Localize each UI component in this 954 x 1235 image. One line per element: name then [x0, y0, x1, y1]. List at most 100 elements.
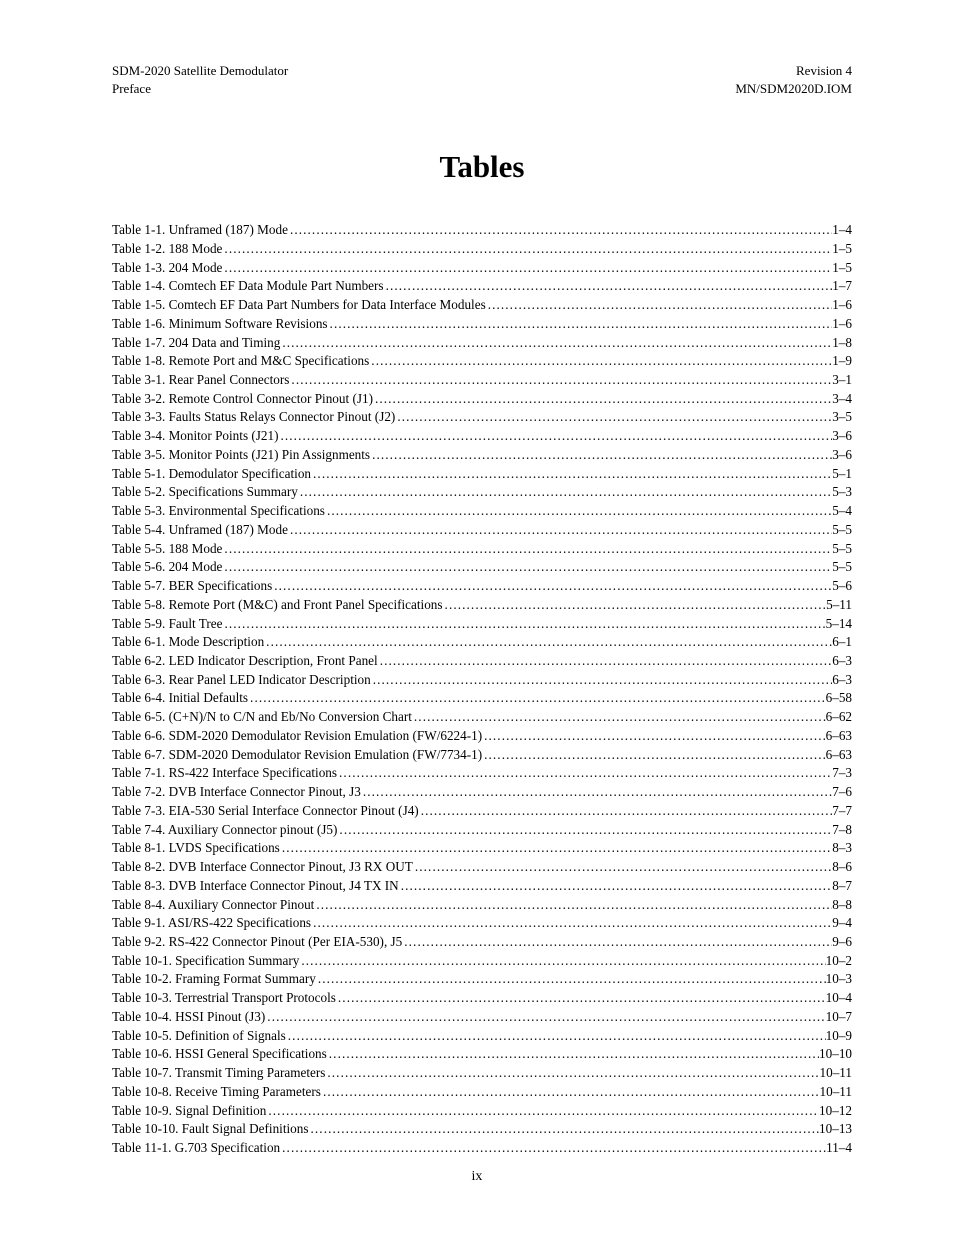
- toc-entry-page: 10–7: [826, 1008, 852, 1027]
- toc-entry-label: Table 1-6. Minimum Software Revisions: [112, 315, 328, 334]
- toc-leader-dots: [384, 277, 833, 296]
- toc-entry: Table 3-2. Remote Control Connector Pino…: [112, 390, 852, 409]
- toc-entry: Table 3-4. Monitor Points (J21)3–6: [112, 427, 852, 446]
- toc-entry-page: 1–9: [832, 352, 852, 371]
- page-number-footer: ix: [0, 1169, 954, 1185]
- toc-leader-dots: [370, 446, 832, 465]
- toc-leader-dots: [222, 259, 832, 278]
- toc-entry-page: 7–6: [832, 783, 852, 802]
- toc-leader-dots: [419, 802, 833, 821]
- toc-leader-dots: [378, 652, 833, 671]
- toc-entry-label: Table 8-3. DVB Interface Connector Pinou…: [112, 877, 399, 896]
- toc-entry: Table 1-5. Comtech EF Data Part Numbers …: [112, 296, 852, 315]
- toc-entry: Table 8-1. LVDS Specifications 8–3: [112, 839, 852, 858]
- toc-entry-page: 5–4: [832, 502, 852, 521]
- toc-entry-page: 10–12: [819, 1102, 852, 1121]
- toc-leader-dots: [311, 465, 832, 484]
- toc-entry: Table 5-4. Unframed (187) Mode5–5: [112, 521, 852, 540]
- toc-leader-dots: [280, 839, 832, 858]
- toc-entry: Table 9-2. RS-422 Connector Pinout (Per …: [112, 933, 852, 952]
- toc-entry-label: Table 6-7. SDM-2020 Demodulator Revision…: [112, 746, 482, 765]
- toc-entry: Table 5-5. 188 Mode5–5: [112, 540, 852, 559]
- toc-entry: Table 6-7. SDM-2020 Demodulator Revision…: [112, 746, 852, 765]
- toc-entry-page: 10–2: [826, 952, 852, 971]
- toc-leader-dots: [395, 408, 832, 427]
- toc-leader-dots: [265, 1008, 825, 1027]
- toc-entry-page: 1–5: [832, 259, 852, 278]
- toc-entry-label: Table 7-1. RS-422 Interface Specificatio…: [112, 764, 337, 783]
- toc-entry-page: 8–3: [832, 839, 852, 858]
- toc-leader-dots: [373, 390, 832, 409]
- toc-leader-dots: [222, 540, 832, 559]
- toc-entry-label: Table 1-1. Unframed (187) Mode: [112, 221, 288, 240]
- toc-entry-label: Table 1-3. 204 Mode: [112, 259, 222, 278]
- toc-leader-dots: [289, 371, 832, 390]
- toc-entry-page: 5–11: [826, 596, 852, 615]
- toc-entry-page: 10–10: [819, 1045, 852, 1064]
- toc-entry-page: 6–62: [826, 708, 852, 727]
- toc-entry-label: Table 10-5. Definition of Signals: [112, 1027, 286, 1046]
- toc-entry: Table 1-3. 204 Mode 1–5: [112, 259, 852, 278]
- toc-entry-label: Table 5-1. Demodulator Specification: [112, 465, 311, 484]
- toc-leader-dots: [399, 877, 833, 896]
- toc-entry-label: Table 5-7. BER Specifications: [112, 577, 272, 596]
- toc-entry: Table 5-7. BER Specifications5–6: [112, 577, 852, 596]
- toc-entry-page: 3–4: [832, 390, 852, 409]
- toc-leader-dots: [328, 315, 833, 334]
- toc-entry-page: 5–1: [832, 465, 852, 484]
- toc-entry-label: Table 6-1. Mode Description: [112, 633, 264, 652]
- toc-entry-label: Table 3-3. Faults Status Relays Connecto…: [112, 408, 395, 427]
- toc-entry-label: Table 1-5. Comtech EF Data Part Numbers …: [112, 296, 486, 315]
- toc-entry-label: Table 3-4. Monitor Points (J21): [112, 427, 278, 446]
- toc-entry: Table 5-8. Remote Port (M&C) and Front P…: [112, 596, 852, 615]
- toc-entry-label: Table 10-4. HSSI Pinout (J3): [112, 1008, 265, 1027]
- toc-entry-label: Table 8-1. LVDS Specifications: [112, 839, 280, 858]
- toc-entry: Table 5-6. 204 Mode5–5: [112, 558, 852, 577]
- toc-entry-label: Table 5-3. Environmental Specifications: [112, 502, 325, 521]
- toc-entry: Table 10-6. HSSI General Specifications 1…: [112, 1045, 852, 1064]
- toc-entry: Table 1-4. Comtech EF Data Module Part N…: [112, 277, 852, 296]
- toc-entry-page: 3–5: [832, 408, 852, 427]
- toc-entry-page: 11–4: [826, 1139, 852, 1158]
- toc-entry-label: Table 9-2. RS-422 Connector Pinout (Per …: [112, 933, 402, 952]
- toc-entry-label: Table 7-2. DVB Interface Connector Pinou…: [112, 783, 361, 802]
- toc-entry: Table 6-2. LED Indicator Description, Fr…: [112, 652, 852, 671]
- toc-entry: Table 3-1. Rear Panel Connectors3–1: [112, 371, 852, 390]
- toc-entry-page: 6–3: [832, 652, 852, 671]
- toc-entry-page: 8–6: [832, 858, 852, 877]
- toc-entry-page: 5–3: [832, 483, 852, 502]
- toc-entry-page: 10–11: [820, 1064, 852, 1083]
- toc-entry-label: Table 10-8. Receive Timing Parameters: [112, 1083, 321, 1102]
- toc-entry-page: 5–14: [826, 615, 852, 634]
- toc-entry-label: Table 5-9. Fault Tree: [112, 615, 222, 634]
- toc-entry-page: 6–63: [826, 727, 852, 746]
- toc-leader-dots: [361, 783, 832, 802]
- toc-entry: Table 5-9. Fault Tree 5–14: [112, 615, 852, 634]
- toc-entry: Table 10-2. Framing Format Summary10–3: [112, 970, 852, 989]
- toc-entry-page: 6–63: [826, 746, 852, 765]
- toc-entry-page: 7–3: [832, 764, 852, 783]
- toc-entry: Table 1-2. 188 Mode1–5: [112, 240, 852, 259]
- toc-leader-dots: [280, 334, 832, 353]
- toc-entry-page: 7–8: [832, 821, 852, 840]
- toc-leader-dots: [412, 708, 826, 727]
- toc-entry-label: Table 10-6. HSSI General Specifications: [112, 1045, 327, 1064]
- header-left: SDM-2020 Satellite Demodulator Preface: [112, 62, 288, 97]
- toc-entry-page: 3–6: [832, 446, 852, 465]
- toc-leader-dots: [298, 483, 832, 502]
- toc-entry: Table 8-2. DVB Interface Connector Pinou…: [112, 858, 852, 877]
- toc-entry: Table 1-1. Unframed (187) Mode1–4: [112, 221, 852, 240]
- toc-leader-dots: [222, 558, 832, 577]
- toc-entry: Table 6-3. Rear Panel LED Indicator Desc…: [112, 671, 852, 690]
- toc-leader-dots: [413, 858, 832, 877]
- toc-leader-dots: [278, 427, 832, 446]
- toc-entry-page: 6–1: [832, 633, 852, 652]
- toc-entry-label: Table 3-2. Remote Control Connector Pino…: [112, 390, 373, 409]
- toc-entry: Table 7-4. Auxiliary Connector pinout (J…: [112, 821, 852, 840]
- toc-leader-dots: [222, 240, 832, 259]
- toc-leader-dots: [371, 671, 833, 690]
- header-doc-title: SDM-2020 Satellite Demodulator: [112, 62, 288, 80]
- toc-entry: Table 10-10. Fault Signal Definitions10–…: [112, 1120, 852, 1139]
- toc-entry: Table 7-1. RS-422 Interface Specificatio…: [112, 764, 852, 783]
- toc-entry: Table 1-8. Remote Port and M&C Specifica…: [112, 352, 852, 371]
